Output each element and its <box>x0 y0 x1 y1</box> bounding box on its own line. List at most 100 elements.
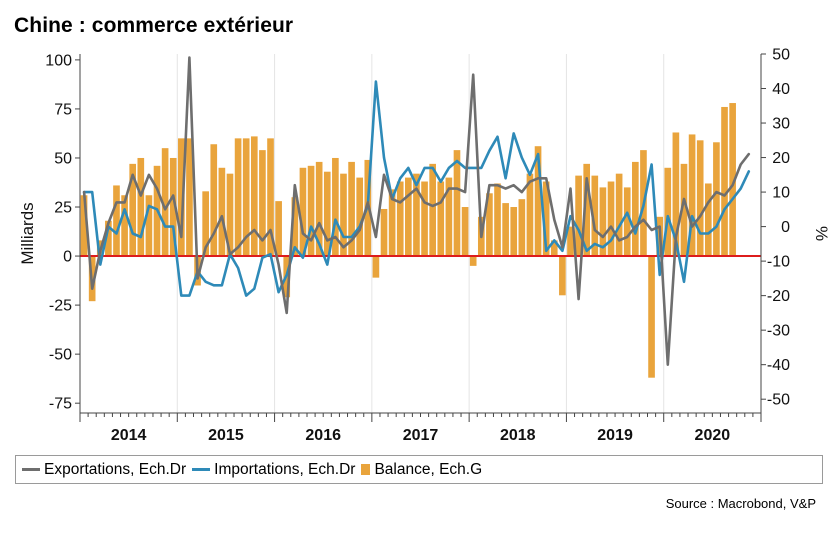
bar-balance <box>291 197 299 257</box>
bar-balance <box>704 183 712 257</box>
left-tick-label: 100 <box>45 52 72 69</box>
bar-balance <box>534 146 542 257</box>
left-tick-label: 75 <box>54 101 72 118</box>
bar-balance <box>396 181 404 257</box>
right-axis-title: % <box>812 226 831 241</box>
bar-balance <box>713 142 720 257</box>
bar-balance <box>250 136 258 257</box>
year-label: 2014 <box>111 427 147 444</box>
bar-balance <box>672 132 680 257</box>
bar-balance <box>615 173 623 257</box>
bar-balance <box>437 181 445 257</box>
bar-balance <box>259 150 266 257</box>
bar-balance <box>186 138 193 257</box>
bar-balance <box>202 191 209 257</box>
bar-balance <box>607 181 615 257</box>
bar-balance <box>356 177 364 257</box>
bar-balance <box>307 165 315 257</box>
chart-title: Chine : commerce extérieur <box>14 14 294 37</box>
bar-balance <box>340 173 347 257</box>
bar-balance <box>632 161 639 257</box>
bar-balance <box>729 103 736 257</box>
bar-balance <box>599 187 607 257</box>
left-tick-label: -25 <box>49 298 72 315</box>
bar-balance <box>80 195 88 257</box>
year-label: 2019 <box>597 427 633 444</box>
legend-swatch-imports <box>192 468 211 471</box>
bar-balance <box>145 195 153 257</box>
bar-balance <box>380 208 388 257</box>
bar-balance <box>323 171 331 257</box>
bar-balance <box>550 240 558 257</box>
bar-balance <box>405 177 412 257</box>
bar-balance <box>113 185 120 257</box>
left-axis-title: Milliards <box>18 202 37 264</box>
bar-balance <box>242 138 250 257</box>
bar-balance <box>518 199 526 257</box>
bar-balance <box>267 138 274 257</box>
bar-balance <box>526 173 534 257</box>
chart: 1007550250-25-50-7550403020100-10-20-30-… <box>18 47 831 445</box>
bar-balance <box>421 181 428 257</box>
bar-balance <box>161 148 169 257</box>
bar-balance <box>332 157 339 257</box>
bar-balance <box>169 157 177 257</box>
legend-item-imports[interactable]: Importations, Ech.Dr <box>192 461 355 479</box>
right-tick-label: -20 <box>767 288 790 305</box>
legend-item-balance[interactable]: Balance, Ech.G <box>361 461 482 479</box>
legend-label-exports: Exportations, Ech.Dr <box>44 460 187 478</box>
bar-balance <box>567 226 574 257</box>
year-label: 2017 <box>403 427 439 444</box>
line-exports <box>82 56 751 367</box>
legend-label-imports: Importations, Ech.Dr <box>214 460 356 478</box>
bar-balance <box>664 167 672 257</box>
year-label: 2020 <box>695 427 731 444</box>
legend-swatch-exports <box>22 468 40 471</box>
bar-balance <box>469 256 477 266</box>
bar-balance <box>680 163 688 257</box>
bar-balance <box>591 175 599 257</box>
bar-balance <box>559 256 566 296</box>
right-tick-label: 0 <box>781 219 790 236</box>
bar-balance <box>210 144 218 257</box>
legend-item-exports[interactable]: Exportations, Ech.Dr <box>22 461 186 479</box>
bar-balance <box>648 256 655 378</box>
bar-balance <box>388 189 396 257</box>
bar-balance <box>218 167 226 257</box>
left-tick-label: -75 <box>49 396 72 413</box>
left-tick-label: 0 <box>63 249 72 266</box>
year-label: 2015 <box>208 427 244 444</box>
left-tick-label: 50 <box>54 150 72 167</box>
bar-balance <box>583 163 591 257</box>
bar-balance <box>348 161 355 257</box>
source-note: Source : Macrobond, V&P <box>665 496 816 511</box>
legend-label-balance: Balance, Ech.G <box>374 460 483 478</box>
bar-balance <box>178 138 185 257</box>
bar-balance <box>502 203 509 257</box>
right-tick-label: 50 <box>772 47 790 64</box>
bar-balance <box>315 161 323 257</box>
legend-swatch-balance <box>361 464 371 475</box>
bar-balance <box>494 183 501 257</box>
bar-balance <box>445 177 453 257</box>
bar-balance <box>696 140 704 257</box>
right-tick-label: -10 <box>767 254 790 271</box>
bar-balance <box>575 175 582 257</box>
bar-balance <box>121 195 128 257</box>
bar-balance <box>275 201 282 257</box>
bar-balance <box>129 163 137 257</box>
right-tick-label: 30 <box>772 116 790 133</box>
year-label: 2016 <box>305 427 341 444</box>
bar-balance <box>226 173 234 257</box>
bar-balance <box>372 256 380 278</box>
bar-balance <box>688 134 696 257</box>
bar-balance <box>461 207 469 257</box>
right-tick-label: -30 <box>767 323 790 340</box>
bar-balance <box>413 173 420 257</box>
right-tick-label: 10 <box>772 185 790 202</box>
bar-balance <box>137 157 145 257</box>
bar-balance <box>429 163 436 257</box>
legend: Exportations, Ech.Dr Importations, Ech.D… <box>15 455 823 484</box>
bar-balance <box>299 167 307 257</box>
bar-balance <box>486 193 493 257</box>
